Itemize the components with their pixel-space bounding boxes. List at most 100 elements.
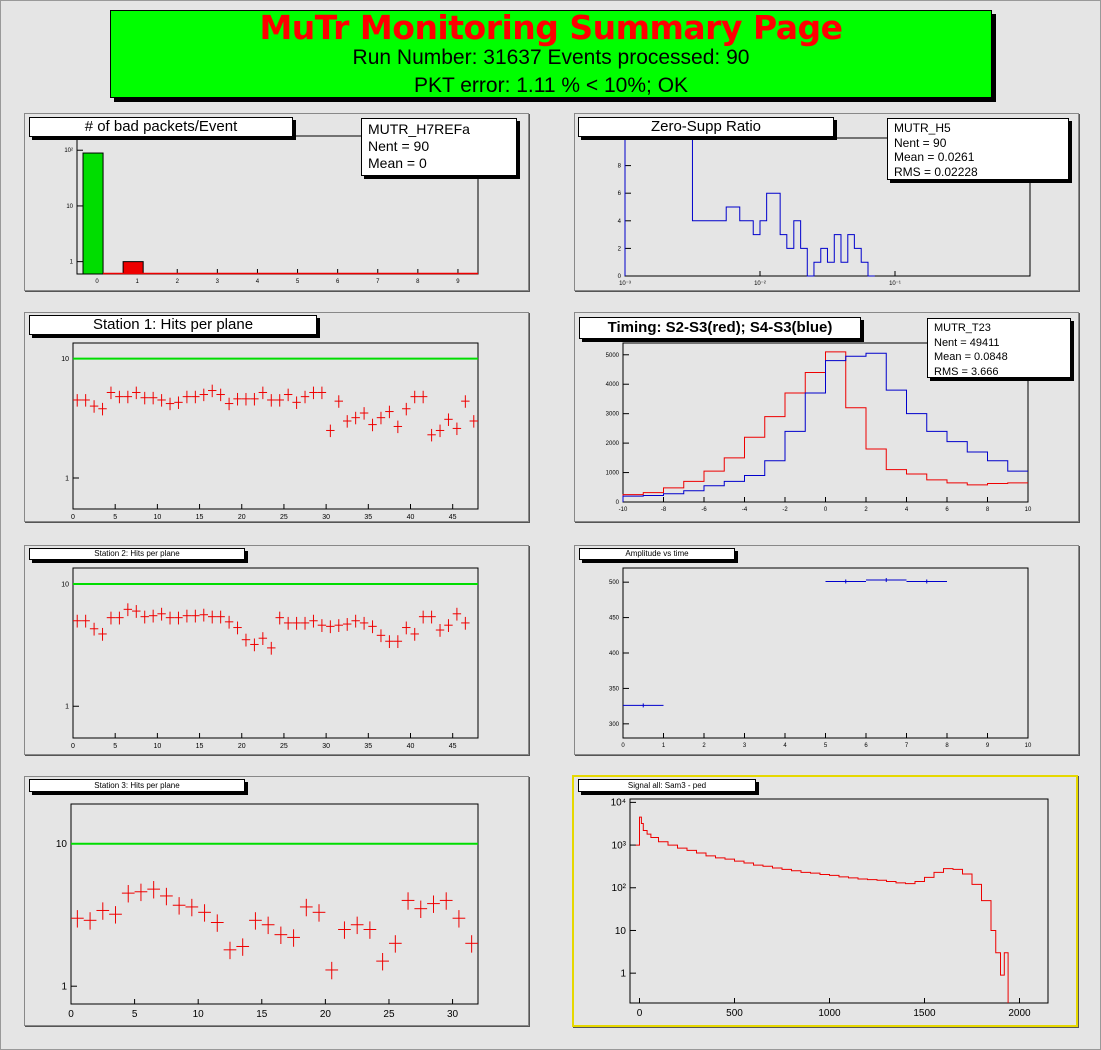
x-tick-label: 5 bbox=[132, 1009, 138, 1020]
x-tick-label: 2000 bbox=[1008, 1008, 1031, 1019]
pad-bad-packets[interactable]: 0 1 2 3 4 5 6 7 8 9 1 10 10² # of bad packets/Event … bbox=[24, 113, 529, 291]
x-tick-label: 10 bbox=[153, 514, 161, 521]
x-tick-label: 20 bbox=[238, 743, 246, 750]
y-tick-label: 300 bbox=[609, 722, 620, 728]
y-tick-label: 10 bbox=[615, 926, 627, 937]
y-tick-label: 3000 bbox=[606, 412, 620, 418]
pad-title: Station 1: Hits per plane bbox=[29, 315, 317, 335]
station1-chart: 0 5 10 15 20 25 30 35 40 45 1 10 bbox=[61, 342, 479, 521]
plot-frame bbox=[72, 342, 479, 510]
x-tick-label: 9 bbox=[456, 279, 460, 285]
y-tick-label: 4 bbox=[618, 219, 622, 225]
pad-title: Signal all: Sam3 - ped bbox=[578, 779, 756, 792]
x-tick-label: 8 bbox=[416, 279, 420, 285]
y-tick-label: 10 bbox=[61, 356, 69, 363]
x-tick-label: 10⁻¹ bbox=[889, 281, 901, 287]
y-tick-label: 0 bbox=[618, 274, 622, 280]
x-tick-label: 10⁻³ bbox=[619, 281, 631, 287]
pad-station1[interactable]: 0 5 10 15 20 25 30 35 40 45 1 10 Station 1: Hits pe… bbox=[24, 312, 529, 522]
y-tick-label: 10 bbox=[614, 136, 621, 142]
x-tick-label: 6 bbox=[864, 743, 868, 749]
y-tick-label: 1 bbox=[65, 704, 69, 711]
stats-box: MUTR_T23 Nent = 49411 Mean = 0.0848 RMS … bbox=[927, 318, 1071, 378]
pkt-error-status: PKT error: 1.11 % < 10%; OK bbox=[413, 74, 689, 97]
y-tick-label: 10 bbox=[56, 839, 68, 850]
y-tick-label: 6 bbox=[618, 191, 622, 197]
x-tick-label: 0 bbox=[637, 1008, 643, 1019]
x-tick-label: 15 bbox=[196, 514, 204, 521]
x-tick-label: 40 bbox=[407, 514, 415, 521]
amplitude-chart: 0 1 2 3 4 5 6 7 8 9 10 300 350 400 450 500 bbox=[609, 567, 1032, 749]
x-tick-label: 30 bbox=[322, 514, 330, 521]
pad-zero-supp[interactable]: 10⁻³ 10⁻² 10⁻¹ 0 2 4 6 8 10 Zero-Supp Ratio MUTR… bbox=[574, 113, 1079, 291]
series-line bbox=[622, 352, 1028, 502]
y-tick-label: 0 bbox=[616, 500, 620, 506]
y-tick-label: 4000 bbox=[606, 382, 620, 388]
y-tick-label: 450 bbox=[609, 616, 620, 622]
stats-mean: Mean = 0.0848 bbox=[934, 351, 1008, 363]
x-tick-label: 30 bbox=[447, 1009, 459, 1020]
station3-chart: 0 5 10 15 20 25 30 1 10 bbox=[56, 803, 479, 1020]
x-tick-label: -2 bbox=[782, 507, 788, 513]
pad-signal[interactable]: 0 500 1000 1500 2000 1 10 10² 10³ 10⁴ Signal all:… bbox=[572, 775, 1078, 1027]
y-tick-label: 350 bbox=[609, 686, 620, 692]
y-tick-label: 500 bbox=[609, 580, 620, 586]
x-tick-label: 25 bbox=[280, 514, 288, 521]
x-tick-label: 45 bbox=[449, 743, 457, 750]
x-tick-label: -8 bbox=[661, 507, 667, 513]
pad-title: Station 2: Hits per plane bbox=[29, 548, 245, 560]
x-tick-label: 15 bbox=[256, 1009, 268, 1020]
x-tick-label: -10 bbox=[619, 507, 628, 513]
pad-station2[interactable]: 0 5 10 15 20 25 30 35 40 45 1 10 Station 2: Hits pe… bbox=[24, 545, 529, 755]
stats-name: MUTR_T23 bbox=[934, 322, 991, 334]
x-tick-label: 4 bbox=[905, 507, 909, 513]
plot-frame bbox=[72, 567, 479, 739]
y-tick-label: 10² bbox=[64, 148, 73, 154]
x-tick-label: 7 bbox=[376, 279, 380, 285]
pad-title: # of bad packets/Event bbox=[29, 117, 293, 137]
stats-nent: Nent = 90 bbox=[894, 135, 947, 150]
x-tick-label: 10 bbox=[1025, 507, 1032, 513]
x-tick-label: 1000 bbox=[818, 1008, 841, 1019]
pad-amplitude[interactable]: 0 1 2 3 4 5 6 7 8 9 10 300 350 400 450 500 Amplitude vs… bbox=[574, 545, 1079, 755]
y-tick-label: 1 bbox=[65, 475, 69, 482]
x-tick-label: 10⁻² bbox=[754, 281, 766, 287]
x-tick-label: 25 bbox=[383, 1009, 395, 1020]
x-tick-label: 2 bbox=[864, 507, 868, 513]
x-tick-label: 20 bbox=[320, 1009, 332, 1020]
x-tick-label: 40 bbox=[407, 743, 415, 750]
y-tick-label: 2 bbox=[618, 246, 622, 252]
pad-title: Zero-Supp Ratio bbox=[578, 117, 834, 137]
stats-name: MUTR_H7REFa bbox=[368, 121, 470, 137]
pad-station3[interactable]: 0 5 10 15 20 25 30 1 10 Station 3: Hits per plan… bbox=[24, 776, 529, 1026]
plot-frame bbox=[622, 567, 1029, 739]
bar bbox=[122, 261, 144, 275]
x-tick-label: 8 bbox=[945, 743, 949, 749]
x-tick-label: 2 bbox=[176, 279, 180, 285]
title-banner: MuTr Monitoring Summary Page Run Number:… bbox=[110, 10, 992, 98]
pad-title: Amplitude vs time bbox=[579, 548, 735, 560]
page-title: MuTr Monitoring Summary Page bbox=[259, 8, 843, 47]
x-tick-label: 3 bbox=[743, 743, 747, 749]
x-tick-label: 5 bbox=[824, 743, 828, 749]
x-tick-label: 1500 bbox=[913, 1008, 936, 1019]
x-tick-label: 9 bbox=[986, 743, 990, 749]
stats-name: MUTR_H5 bbox=[894, 121, 951, 135]
x-tick-label: 0 bbox=[71, 743, 75, 750]
stats-mean: Mean = 0 bbox=[368, 155, 427, 171]
plot-frame bbox=[70, 803, 479, 1005]
y-tick-label: 1 bbox=[70, 260, 74, 266]
stats-rms: RMS = 3.666 bbox=[934, 365, 999, 378]
plot-frame bbox=[629, 798, 1049, 1004]
pad-timing[interactable]: -10 -8 -6 -4 -2 0 2 4 6 8 10 0 1000 2000 3000 4000 5000 … bbox=[574, 312, 1079, 522]
x-tick-label: 4 bbox=[783, 743, 787, 749]
y-tick-label: 8 bbox=[618, 164, 622, 170]
x-tick-label: 8 bbox=[986, 507, 990, 513]
x-tick-label: 2 bbox=[702, 743, 706, 749]
x-tick-label: 4 bbox=[256, 279, 260, 285]
stats-nent: Nent = 90 bbox=[368, 138, 430, 154]
stats-mean: Mean = 0.0261 bbox=[894, 150, 975, 164]
x-tick-label: 1 bbox=[135, 279, 139, 285]
signal-chart: 0 500 1000 1500 2000 1 10 10² 10³ 10⁴ bbox=[611, 798, 1049, 1019]
x-tick-label: 6 bbox=[336, 279, 340, 285]
